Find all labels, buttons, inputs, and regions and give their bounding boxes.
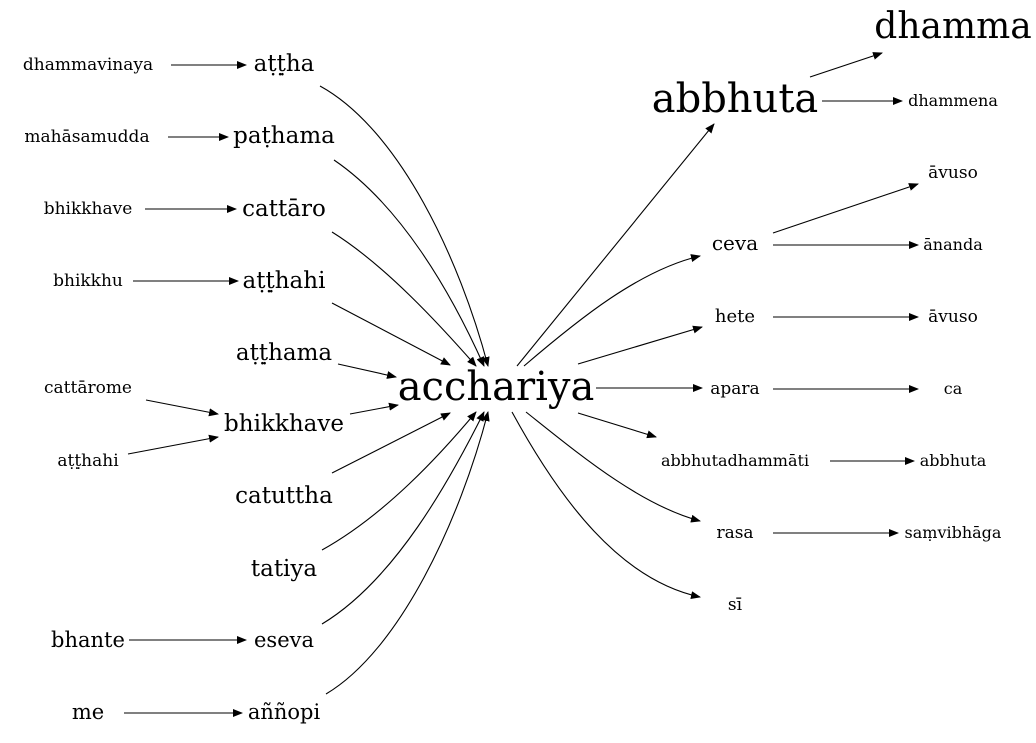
node-samvibhaga: saṃvibhāga xyxy=(905,523,1002,542)
node-ananda: ānanda xyxy=(923,235,983,254)
node-me: me xyxy=(72,700,104,724)
node-dhamma: dhamma xyxy=(874,6,1031,47)
edge-acchariya-si xyxy=(511,411,701,600)
node-pathama: paṭhama xyxy=(233,123,335,149)
node-abbhutadhammati: abbhutadhammāti xyxy=(661,451,809,470)
edge-acchariya-ceva xyxy=(523,254,701,367)
edges xyxy=(124,52,919,717)
node-abbhuta-2: abbhuta xyxy=(920,451,987,470)
edge-atthahi2-bhikkhave xyxy=(127,434,219,455)
edge-eseva-acchariya xyxy=(321,411,485,625)
node-annopi: aññopi xyxy=(248,700,321,724)
edge-attha-acchariya xyxy=(319,85,490,367)
node-si: sī xyxy=(728,595,743,615)
edge-cattaro-acchariya xyxy=(331,231,477,367)
edge-catuttha-acchariya xyxy=(331,412,451,474)
node-attha: aṭṭ̣ha xyxy=(254,51,315,77)
node-bhikkhu: bhikkhu xyxy=(53,271,123,291)
node-bhikkhave-center: bhikkhave xyxy=(224,411,344,437)
node-cattarome: cattārome xyxy=(44,378,132,398)
node-acchariya: acchariya xyxy=(398,364,595,410)
node-avuso-1: āvuso xyxy=(928,163,978,183)
edge-abbhuta-dhamma xyxy=(809,52,883,78)
node-rasa: rasa xyxy=(716,523,753,543)
node-bhante: bhante xyxy=(51,628,125,652)
node-cattaro: cattāro xyxy=(242,196,326,222)
node-dhammena: dhammena xyxy=(908,91,998,110)
edge-atthahi-acchariya xyxy=(331,302,451,366)
node-eseva: eseva xyxy=(254,628,314,652)
edge-pathama-acchariya xyxy=(333,159,485,367)
node-apara: apara xyxy=(710,379,759,399)
edge-acchariya-hete xyxy=(577,325,703,365)
edge-bhikkhave-acchariya xyxy=(349,402,399,415)
edge-acchariya-abbhuta xyxy=(516,123,715,367)
node-hete: hete xyxy=(715,306,755,327)
edge-ceva-avuso xyxy=(772,183,919,234)
node-atthahi-2: aṭṭ̣hahi xyxy=(57,451,119,471)
node-ca: ca xyxy=(944,379,963,398)
node-catuttha: catuttha xyxy=(235,483,333,509)
edge-cattarome-bhikkhave xyxy=(145,399,219,417)
node-abbhuta: abbhuta xyxy=(652,76,819,122)
edge-tatiya-acchariya xyxy=(321,411,477,551)
node-tatiya: tatiya xyxy=(251,556,318,582)
node-mahasamudda: mahāsamudda xyxy=(24,127,149,147)
nodes: dhammavinaya aṭṭ̣ha mahāsamudda paṭhama … xyxy=(23,6,1032,724)
node-ceva: ceva xyxy=(712,231,758,255)
edge-acchariya-abbhutadhammati xyxy=(577,412,657,439)
node-avuso-2: āvuso xyxy=(928,307,978,327)
node-dhammavinaya: dhammavinaya xyxy=(23,55,153,75)
edge-atthama-acchariya xyxy=(337,363,397,379)
edge-annopi-acchariya xyxy=(325,411,490,695)
edge-acchariya-rasa xyxy=(525,411,701,523)
node-bhikkhave-left: bhikkhave xyxy=(44,199,133,219)
node-atthama: aṭṭ̣hama xyxy=(236,340,333,366)
node-atthahi: aṭṭ̣hahi xyxy=(243,268,326,294)
